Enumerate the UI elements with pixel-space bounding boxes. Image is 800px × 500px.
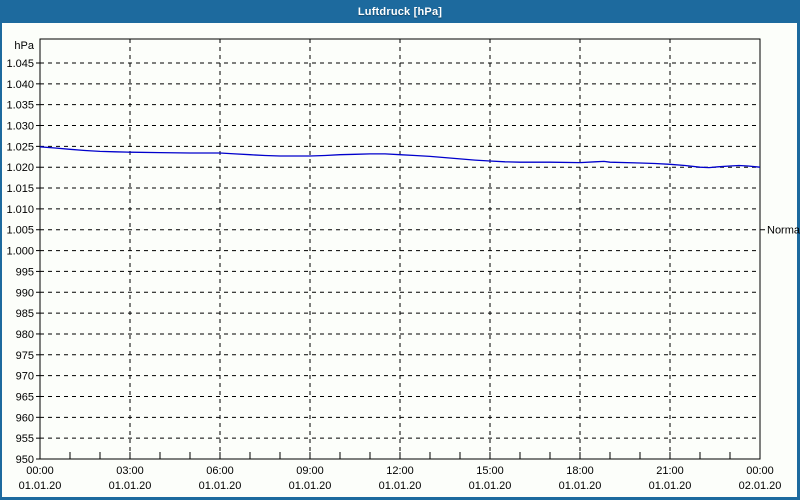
x-tick-date-label: 01.01.20 bbox=[649, 480, 692, 492]
x-tick-date-label: 01.01.20 bbox=[559, 480, 602, 492]
y-tick-label: 1.005 bbox=[6, 225, 34, 237]
y-tick-label: 1.020 bbox=[6, 162, 34, 174]
y-tick-label: 1.035 bbox=[6, 100, 34, 112]
window-titlebar[interactable]: Luftdruck [hPa] bbox=[0, 0, 800, 23]
x-tick-time-label: 12:00 bbox=[386, 465, 414, 477]
x-tick-date-label: 01.01.20 bbox=[469, 480, 512, 492]
x-tick-date-label: 01.01.20 bbox=[19, 480, 62, 492]
y-tick-label: 1.015 bbox=[6, 183, 34, 195]
x-tick-time-label: 06:00 bbox=[206, 465, 234, 477]
y-tick-label: 990 bbox=[16, 287, 34, 299]
y-tick-label: 960 bbox=[16, 412, 34, 424]
normal-marker-label: Normal bbox=[767, 225, 800, 237]
y-tick-label: 965 bbox=[16, 391, 34, 403]
x-tick-time-label: 03:00 bbox=[116, 465, 144, 477]
y-tick-label: 995 bbox=[16, 266, 34, 278]
x-tick-date-label: 01.01.20 bbox=[109, 480, 152, 492]
y-tick-label: 955 bbox=[16, 433, 34, 445]
y-tick-label: 985 bbox=[16, 308, 34, 320]
y-tick-label: 975 bbox=[16, 350, 34, 362]
y-tick-label: 970 bbox=[16, 371, 34, 383]
x-tick-time-label: 18:00 bbox=[566, 465, 594, 477]
y-tick-label: 1.010 bbox=[6, 204, 34, 216]
x-tick-time-label: 09:00 bbox=[296, 465, 324, 477]
x-tick-date-label: 01.01.20 bbox=[289, 480, 332, 492]
x-tick-time-label: 21:00 bbox=[656, 465, 684, 477]
y-tick-label: 1.025 bbox=[6, 141, 34, 153]
x-tick-time-label: 00:00 bbox=[746, 465, 774, 477]
x-tick-date-label: 01.01.20 bbox=[199, 480, 242, 492]
x-tick-date-label: 01.01.20 bbox=[379, 480, 422, 492]
y-tick-label: 980 bbox=[16, 329, 34, 341]
y-axis-unit-label: hPa bbox=[14, 40, 34, 52]
pressure-line bbox=[39, 146, 761, 169]
y-tick-label: 1.030 bbox=[6, 121, 34, 133]
y-tick-label: 1.040 bbox=[6, 79, 34, 91]
y-tick-label: 1.045 bbox=[6, 58, 34, 70]
y-tick-label: 1.000 bbox=[6, 246, 34, 258]
window-title: Luftdruck [hPa] bbox=[357, 5, 443, 18]
x-tick-time-label: 15:00 bbox=[476, 465, 504, 477]
x-tick-date-label: 02.01.20 bbox=[739, 480, 782, 492]
y-tick-label: 950 bbox=[16, 454, 34, 466]
x-tick-time-label: 00:00 bbox=[26, 465, 54, 477]
